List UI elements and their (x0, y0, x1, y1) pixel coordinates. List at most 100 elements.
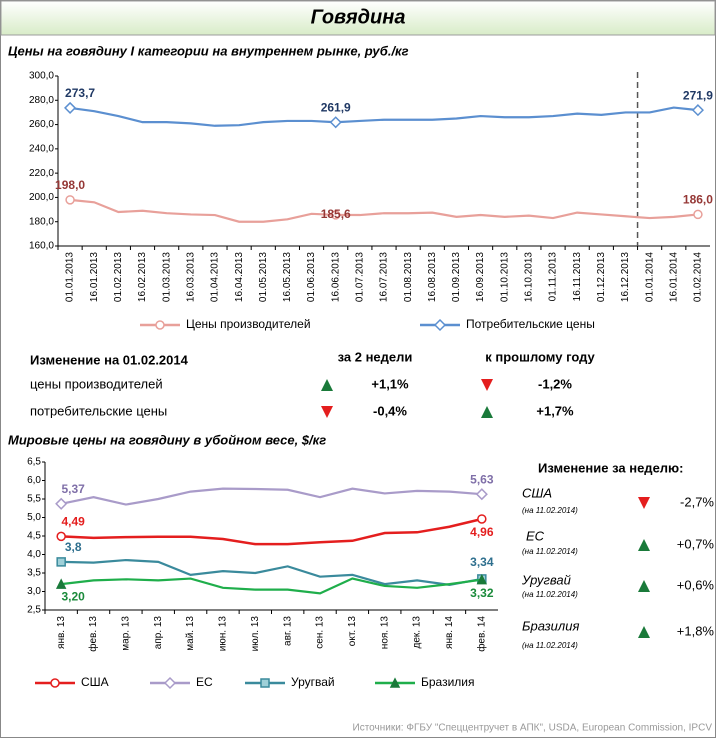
x-tick-label: 16.11.2013 (572, 252, 583, 302)
legend-label: Цены производителей (186, 317, 311, 331)
chart-title: Цены на говядину I категории на внутренн… (8, 43, 409, 58)
data-label: 4,49 (61, 515, 85, 529)
y-tick-label: 6,0 (27, 475, 41, 486)
x-tick-label: янв. 13 (56, 616, 67, 649)
row-note: (на 11.02.2014) (522, 590, 578, 599)
x-tick-label: мар. 13 (121, 616, 132, 651)
legend-label: США (81, 675, 109, 689)
table-title: Изменение на 01.02.2014 (30, 352, 189, 367)
x-tick-label: 01.11.2013 (548, 252, 559, 302)
x-tick-label: 01.05.2013 (258, 252, 269, 302)
arrow-up (638, 580, 650, 592)
x-tick-label: июн. 13 (218, 616, 229, 652)
x-tick-label: 01.08.2013 (403, 252, 414, 302)
data-label: 3,20 (61, 589, 85, 603)
row-name: Бразилия (522, 618, 579, 633)
arrow-down (481, 379, 493, 391)
x-tick-label: 01.02.2013 (113, 252, 124, 302)
data-label: 198,0 (55, 178, 85, 192)
x-tick-label: 01.07.2013 (354, 252, 365, 302)
x-tick-label: 01.03.2013 (161, 252, 172, 302)
arrow-up (481, 406, 493, 418)
x-tick-label: 16.08.2013 (427, 252, 438, 302)
x-tick-label: 16.12.2013 (620, 252, 631, 302)
marker (389, 677, 401, 688)
arrow-down (321, 406, 333, 418)
x-tick-label: ноя. 13 (379, 616, 390, 650)
arrow-down (638, 497, 650, 509)
x-tick-label: 16.10.2013 (524, 252, 535, 302)
row-value: +1,8% (677, 623, 715, 638)
marker (691, 104, 704, 117)
y-tick-label: 6,5 (27, 457, 41, 468)
data-label: 5,63 (470, 472, 494, 486)
y-tick-label: 4,5 (27, 531, 41, 542)
arrow-up (321, 379, 333, 391)
marker (475, 488, 488, 501)
row-label: цены производителей (30, 376, 163, 391)
row-note: (на 11.02.2014) (522, 641, 578, 650)
x-tick-label: дек. 13 (412, 616, 423, 649)
marker (260, 678, 270, 688)
marker (64, 101, 77, 114)
change-value: +1,7% (536, 403, 574, 418)
marker (476, 573, 488, 585)
x-tick-label: фев. 13 (87, 616, 99, 652)
y-tick-label: 2,5 (27, 605, 41, 616)
marker (433, 318, 447, 332)
column-header: к прошлому году (485, 349, 595, 364)
x-tick-label: 16.03.2013 (185, 252, 196, 302)
marker (329, 116, 342, 129)
x-tick-label: 16.06.2013 (330, 252, 341, 302)
y-tick-label: 300,0 (29, 71, 54, 82)
x-tick-label: апр. 13 (153, 616, 164, 650)
marker (50, 678, 60, 688)
marker (65, 195, 75, 205)
y-tick-label: 220,0 (29, 168, 54, 179)
data-label: 3,32 (470, 586, 494, 600)
data-label: 261,9 (321, 100, 351, 114)
table-title: Изменение за неделю: (538, 460, 683, 475)
series-line (69, 106, 699, 127)
row-value: -2,7% (680, 494, 714, 509)
data-label: 273,7 (65, 86, 95, 100)
x-tick-label: 01.04.2013 (210, 252, 221, 302)
x-tick-label: авг. 13 (282, 616, 293, 646)
marker (56, 531, 66, 542)
series-line (61, 577, 482, 595)
data-label: 186,0 (683, 193, 713, 207)
x-tick-label: янв. 14 (444, 616, 455, 649)
x-tick-label: июл. 13 (250, 616, 261, 652)
y-tick-label: 160,0 (29, 241, 54, 252)
legend-label: Потребительские цены (466, 317, 595, 331)
data-label: 4,96 (470, 525, 494, 539)
row-note: (на 11.02.2014) (522, 547, 578, 556)
marker (56, 557, 66, 567)
row-note: (на 11.02.2014) (522, 506, 578, 515)
marker (163, 676, 177, 690)
change-value: -1,2% (538, 376, 572, 391)
x-tick-label: 01.10.2013 (499, 252, 510, 302)
legend-label: Уругвай (291, 675, 335, 689)
series-line (69, 198, 699, 223)
x-tick-label: 16.07.2013 (379, 252, 390, 302)
x-tick-label: сен. 13 (315, 616, 326, 649)
marker (330, 210, 341, 220)
marker (693, 209, 703, 220)
y-tick-label: 200,0 (29, 192, 54, 203)
marker (477, 514, 487, 524)
x-tick-label: окт. 13 (347, 616, 358, 647)
x-tick-label: фев. 14 (475, 616, 487, 652)
header-bar (0, 0, 716, 36)
row-label: потребительские цены (30, 403, 167, 418)
data-label: 3,34 (470, 555, 494, 569)
y-tick-label: 180,0 (29, 216, 54, 227)
x-tick-label: 01.06.2013 (306, 252, 317, 302)
x-tick-label: 16.05.2013 (282, 252, 293, 302)
x-tick-label: 16.01.2013 (89, 252, 100, 302)
marker (55, 497, 68, 510)
arrow-up (638, 626, 650, 638)
header-title: Говядина (311, 6, 406, 28)
data-label: 3,8 (65, 540, 82, 554)
